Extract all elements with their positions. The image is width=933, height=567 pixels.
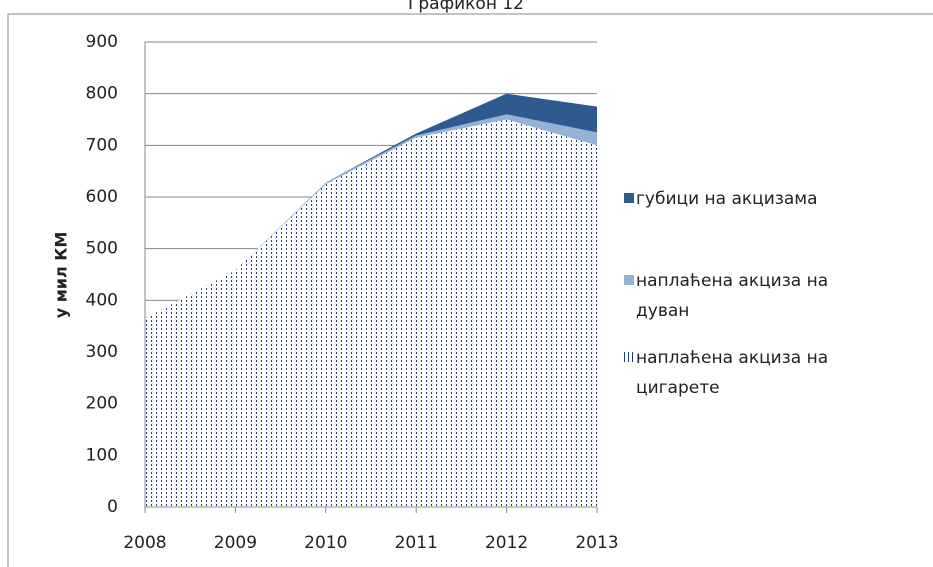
y-tick-label: 100 xyxy=(86,445,118,465)
y-axis-label: у мил КМ xyxy=(52,232,71,319)
x-tick-label: 2010 xyxy=(304,533,347,553)
x-tick-label: 2008 xyxy=(123,533,166,553)
x-tick-label: 2013 xyxy=(575,533,618,553)
y-tick-label: 600 xyxy=(86,187,118,207)
y-tick-label: 0 xyxy=(107,497,118,517)
legend-label: наплаћена акциза на дуван xyxy=(636,271,829,321)
legend-swatch xyxy=(624,193,634,203)
y-tick-label: 200 xyxy=(86,394,118,414)
y-tick-label: 400 xyxy=(86,290,118,310)
area xyxy=(145,119,597,507)
y-tick-label: 500 xyxy=(86,239,118,259)
frame xyxy=(7,13,933,567)
x-tick-label: 2011 xyxy=(395,533,438,553)
y-tick-label: 900 xyxy=(86,32,118,52)
area xyxy=(145,93,597,319)
x-tick-label: 2009 xyxy=(214,533,257,553)
x-tick-label: 2012 xyxy=(485,533,528,553)
y-tick-label: 700 xyxy=(86,135,118,155)
chart-title: Графикон 12 xyxy=(408,0,524,14)
y-tick-label: 800 xyxy=(86,84,118,104)
legend-label: наплаћена акциза на цигарете xyxy=(636,348,829,398)
legend-swatch xyxy=(624,352,634,362)
legend-swatch xyxy=(624,275,634,285)
y-tick-label: 300 xyxy=(86,342,118,362)
legend-label: губици на акцизама xyxy=(636,189,818,209)
